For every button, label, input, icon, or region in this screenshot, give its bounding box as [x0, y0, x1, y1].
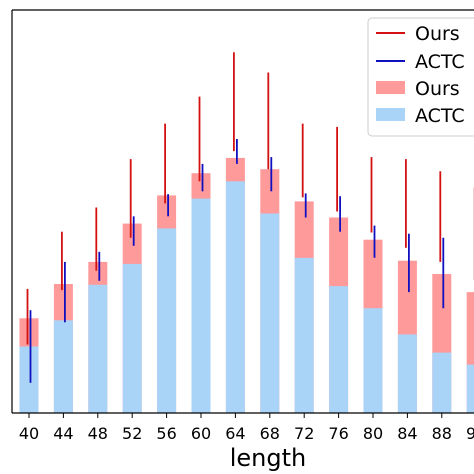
legend-swatch-ours-bar [376, 81, 405, 94]
x-tick-label-84: 84 [397, 424, 417, 443]
bar-actc-60 [191, 198, 211, 413]
x-axis-title: length [230, 444, 307, 472]
x-tick-label-52: 52 [122, 424, 142, 443]
bar-actc-40 [19, 346, 39, 413]
bar-actc-48 [88, 284, 108, 413]
bar-actc-68 [260, 213, 280, 413]
bar-actc-44 [53, 320, 73, 413]
bar-actc-88 [432, 352, 452, 413]
bar-actc-56 [157, 228, 177, 413]
x-tick-label-56: 56 [156, 424, 176, 443]
x-tick-label-48: 48 [88, 424, 108, 443]
x-tick-label-68: 68 [260, 424, 280, 443]
bar-actc-92 [466, 364, 474, 413]
legend-label-ours: Ours [415, 23, 460, 45]
x-tick-label-92: 92 [466, 424, 474, 443]
bar-actc-52 [122, 263, 142, 413]
bar-actc-80 [363, 308, 383, 413]
bar-actc-72 [294, 257, 314, 413]
bar-ours-92 [466, 292, 474, 413]
legend-label-ours: Ours [415, 78, 460, 100]
legend-box [367, 17, 474, 137]
x-tick-label-44: 44 [53, 424, 73, 443]
x-tick-label-76: 76 [328, 424, 348, 443]
legend-label-actc: ACTC [415, 105, 465, 127]
x-tick-label-72: 72 [294, 424, 314, 443]
bar-actc-64 [225, 181, 245, 413]
x-tick-label-40: 40 [19, 424, 39, 443]
x-tick-label-88: 88 [432, 424, 452, 443]
x-tick-label-60: 60 [191, 424, 211, 443]
bar-actc-84 [397, 334, 417, 413]
x-tick-label-64: 64 [225, 424, 245, 443]
bar-actc-76 [329, 286, 349, 413]
legend-label-actc: ACTC [415, 51, 465, 73]
legend-swatch-actc-bar [376, 108, 405, 121]
x-tick-label-80: 80 [363, 424, 383, 443]
